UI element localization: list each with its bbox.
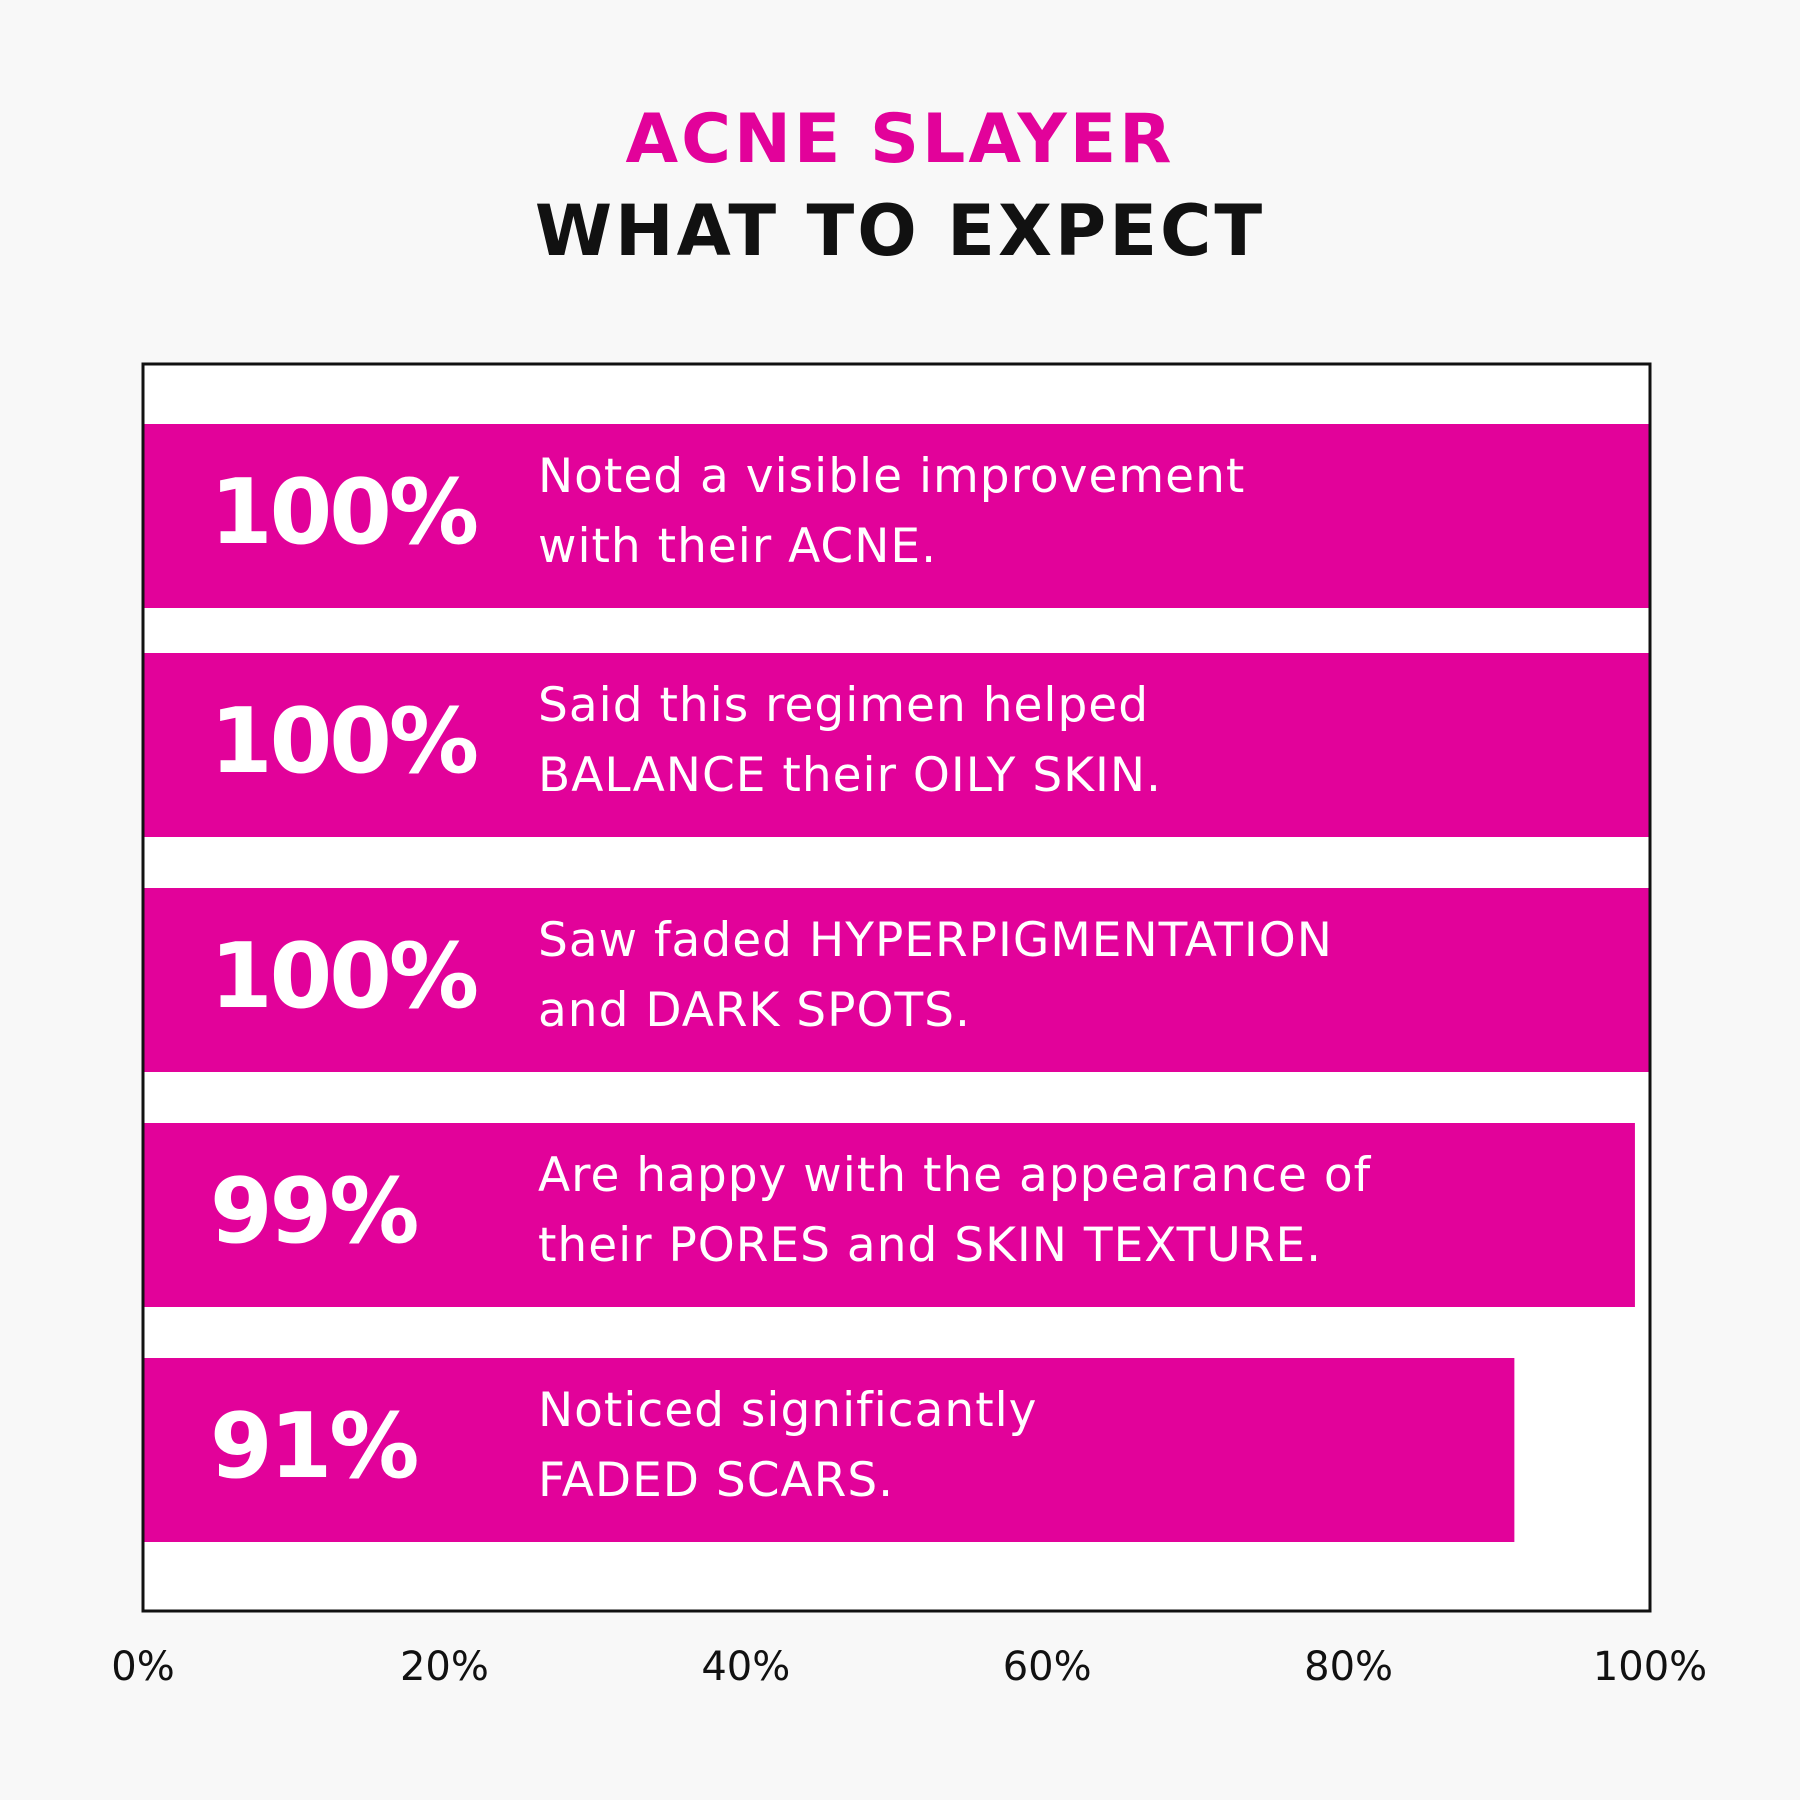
bar-description-line: FADED SCARS.: [538, 1453, 894, 1508]
bar-group: 100% Noted a visible improvement with thei…: [143, 424, 1650, 608]
x-tick-label: 20%: [400, 1644, 489, 1690]
chart-subtitle: WHAT TO EXPECT: [534, 190, 1266, 272]
bar: [143, 888, 1650, 1072]
bar: [143, 653, 1650, 837]
bar-group: 100% Said this regimen helped BALANCE thei…: [143, 653, 1650, 837]
x-tick-label: 0%: [111, 1644, 174, 1690]
bar-description-line: their PORES and SKIN TEXTURE.: [538, 1218, 1322, 1273]
bar: [143, 1123, 1635, 1307]
bar-group: 91% Noticed significantly FADED SCARS.: [143, 1358, 1515, 1542]
x-tick-label: 60%: [1003, 1644, 1092, 1690]
bar-value-label: 100%: [210, 689, 477, 794]
bar: [143, 1358, 1515, 1542]
x-tick-label: 40%: [701, 1644, 790, 1690]
bar-value-label: 100%: [210, 924, 477, 1029]
bar-group: 99% Are happy with the appearance of their…: [143, 1123, 1635, 1307]
plot-frame: [141, 362, 1652, 1613]
x-tick-label: 100%: [1593, 1644, 1707, 1690]
bar-description-line: with their ACNE.: [538, 519, 937, 574]
chart-title: ACNE SLAYER: [625, 100, 1175, 179]
x-tick-label: 80%: [1304, 1644, 1393, 1690]
bar-value-label: 91%: [210, 1394, 417, 1499]
bar-description-line: and DARK SPOTS.: [538, 983, 971, 1038]
bar-value-label: 100%: [210, 460, 477, 565]
bar: [143, 424, 1650, 608]
bar-value-label: 99%: [210, 1159, 417, 1264]
x-axis-tick-labels: 0% 20% 40% 60% 80% 100%: [111, 1644, 1707, 1690]
bar-description-line: Are happy with the appearance of: [538, 1148, 1372, 1203]
bar-description-line: Saw faded HYPERPIGMENTATION: [538, 913, 1333, 968]
bars-layer: 100% Noted a visible improvement with thei…: [143, 424, 1650, 1542]
bar-description-line: Noticed significantly: [538, 1383, 1038, 1438]
bar-group: 100% Saw faded HYPERPIGMENTATION and DARK …: [143, 888, 1650, 1072]
bar-description-line: BALANCE their OILY SKIN.: [538, 748, 1162, 803]
bar-description-line: Said this regimen helped: [538, 678, 1149, 733]
bar-description-line: Noted a visible improvement: [538, 449, 1245, 504]
